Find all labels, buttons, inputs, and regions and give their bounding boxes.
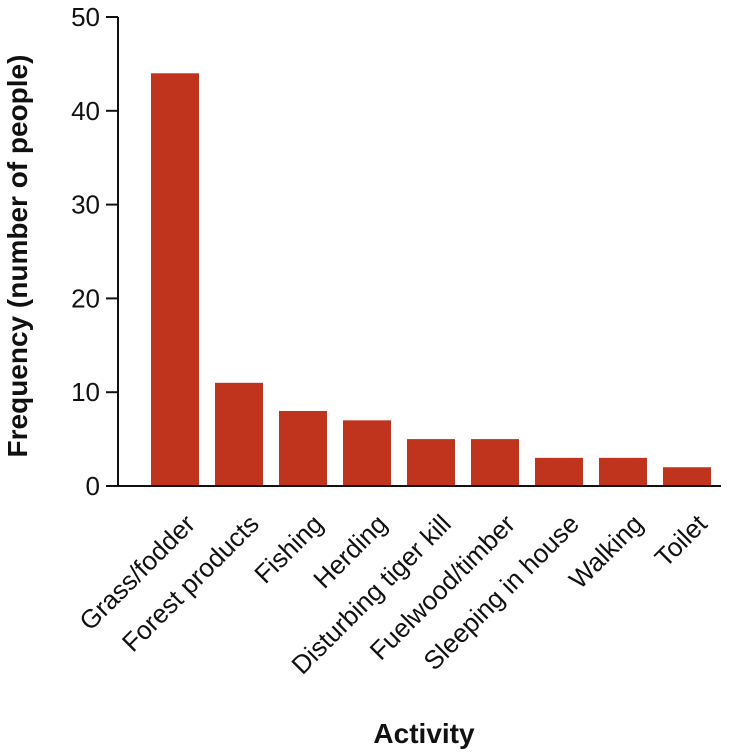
y-axis: 0 10 20 30 40 50 xyxy=(71,2,119,501)
y-tick-label: 30 xyxy=(71,190,100,220)
bars xyxy=(151,73,711,486)
bar-fuelwood-timber xyxy=(471,439,519,486)
y-tick-label: 50 xyxy=(71,2,100,32)
bar-walking xyxy=(599,457,647,486)
bar-toilet xyxy=(663,467,711,486)
bar-disturbing-tiger-kill xyxy=(407,439,455,486)
y-tick-label: 40 xyxy=(71,96,100,126)
y-tick-label: 0 xyxy=(86,471,100,501)
y-tick-label: 10 xyxy=(71,377,100,407)
bar-fishing xyxy=(279,410,327,486)
bar-herding xyxy=(343,420,391,486)
y-tick-label: 20 xyxy=(71,283,100,313)
bar-sleeping-in-house xyxy=(535,457,583,486)
x-axis-title: Activity xyxy=(373,718,475,749)
y-axis-title: Frequency (number of people) xyxy=(2,55,33,458)
bar-grass-fodder xyxy=(151,73,199,486)
x-tick-label: Toilet xyxy=(649,508,714,573)
bar-forest-products xyxy=(215,382,263,486)
